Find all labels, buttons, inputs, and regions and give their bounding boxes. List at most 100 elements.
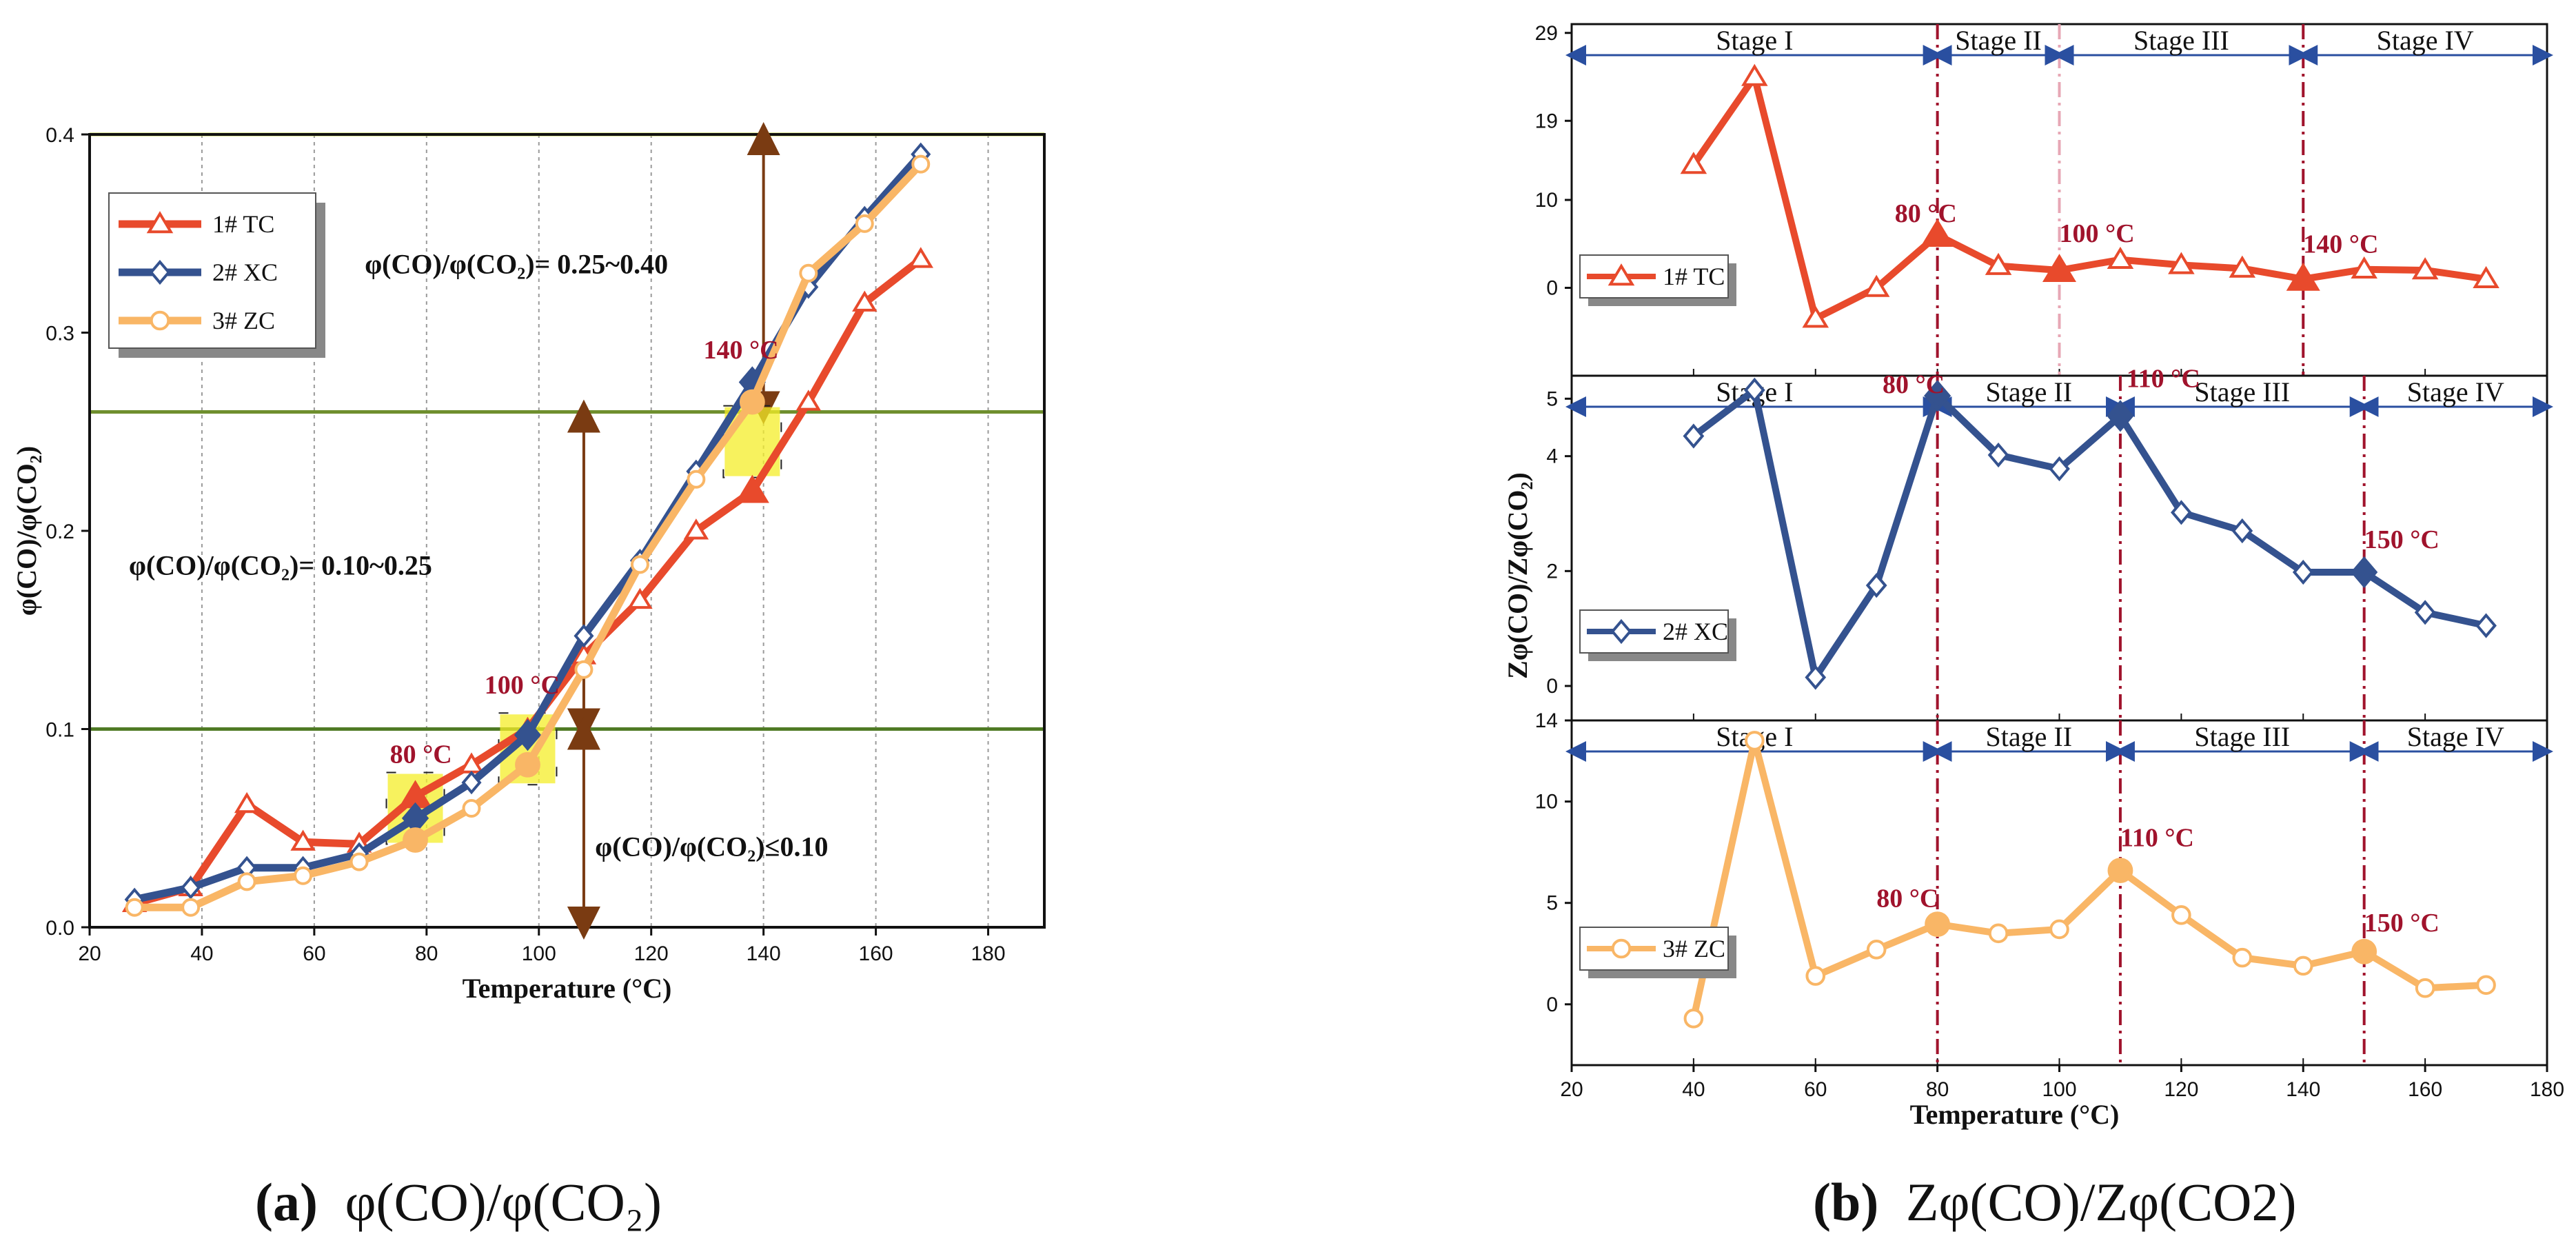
x-tick-label: 80 bbox=[1926, 1078, 1949, 1101]
data-point bbox=[462, 799, 481, 818]
data-point bbox=[2293, 956, 2313, 976]
series-line bbox=[1690, 73, 2487, 323]
data-point bbox=[181, 898, 201, 917]
temp-annotation: 80 °C bbox=[1876, 885, 1938, 913]
x-tick-label: 180 bbox=[971, 942, 1005, 965]
stage-label: Stage III bbox=[2194, 376, 2290, 407]
legend-label: 2# XC bbox=[1663, 618, 1728, 645]
data-point bbox=[683, 518, 709, 540]
data-point bbox=[795, 390, 822, 411]
x-tick-label: 100 bbox=[522, 942, 556, 965]
data-point bbox=[627, 587, 653, 609]
data-point bbox=[1802, 305, 1829, 328]
y-axis-label: Zφ(CO)/Zφ(CO₂) bbox=[1502, 472, 1533, 679]
caption-a: (a) φ(CO)/φ(CO₂) bbox=[255, 1172, 662, 1232]
x-tick-label: 120 bbox=[634, 942, 669, 965]
data-point bbox=[2351, 938, 2377, 964]
temp-annotation: 110 °C bbox=[2120, 823, 2194, 852]
data-point bbox=[574, 624, 594, 648]
y-tick-label: 0.3 bbox=[45, 323, 74, 345]
temp-annotation: 100 °C bbox=[2060, 219, 2135, 248]
data-point bbox=[1925, 911, 1951, 937]
temp-annotation: 140 °C bbox=[2303, 230, 2378, 259]
legend-label: 2# XC bbox=[212, 259, 278, 286]
data-point bbox=[514, 719, 542, 751]
data-point bbox=[574, 660, 594, 679]
data-point bbox=[2231, 518, 2253, 544]
y-tick-label: 0.0 bbox=[45, 917, 74, 940]
data-point bbox=[2411, 257, 2439, 280]
legend-marker bbox=[1608, 263, 1635, 286]
temp-annotation: 80 °C bbox=[1895, 199, 1957, 228]
data-point bbox=[630, 555, 649, 574]
chart-b: 0 10 19 29 Stage I Stage II Stage III Stage IV 8… bbox=[1502, 22, 2564, 1130]
data-point bbox=[2286, 262, 2320, 291]
y-tick-label: 19 bbox=[1535, 110, 1558, 132]
stage-label: Stage II bbox=[1955, 25, 2042, 56]
y-tick-label: 0.1 bbox=[45, 719, 74, 742]
y-tick-label: 0.4 bbox=[45, 124, 74, 147]
x-tick-label: 140 bbox=[747, 942, 781, 965]
data-point bbox=[852, 290, 878, 312]
x-tick-label: 20 bbox=[1560, 1078, 1583, 1101]
x-tick-label: 100 bbox=[2042, 1078, 2076, 1101]
range-label: φ(CO)/φ(CO₂)= 0.25~0.40 bbox=[365, 248, 668, 279]
x-tick-label: 160 bbox=[2408, 1078, 2442, 1101]
data-point bbox=[2049, 919, 2069, 940]
legend-label: 1# TC bbox=[1663, 263, 1725, 290]
data-point bbox=[2168, 252, 2195, 274]
data-point bbox=[911, 154, 931, 174]
temp-annotation: 80 °C bbox=[390, 740, 452, 769]
temp-annotation: 150 °C bbox=[2364, 525, 2440, 554]
data-point bbox=[1987, 442, 2009, 468]
y-tick-label: 10 bbox=[1535, 189, 1558, 212]
y-tick-label: 4 bbox=[1546, 445, 1558, 468]
x-tick-label: 160 bbox=[859, 942, 893, 965]
caption-b: (b) Zφ(CO)/Zφ(CO2) bbox=[1813, 1172, 2296, 1232]
temp-annotation: 150 °C bbox=[2364, 909, 2440, 938]
legend-marker bbox=[1610, 618, 1632, 645]
x-tick-label: 20 bbox=[78, 942, 101, 965]
caption-b-prefix: (b) bbox=[1813, 1172, 1878, 1232]
data-point bbox=[735, 474, 769, 503]
temp-annotation: 80 °C bbox=[1883, 370, 1945, 399]
data-point bbox=[461, 771, 482, 795]
data-point bbox=[1988, 923, 2009, 944]
data-point bbox=[1866, 940, 1887, 960]
data-point bbox=[294, 866, 313, 885]
temp-annotation: 110 °C bbox=[2127, 365, 2200, 394]
range-label: φ(CO)/φ(CO₂)= 0.10~0.25 bbox=[129, 549, 432, 580]
data-point bbox=[2049, 456, 2070, 482]
data-point bbox=[2292, 559, 2314, 585]
data-point bbox=[908, 247, 933, 268]
data-point bbox=[1745, 731, 1765, 751]
x-tick-label: 180 bbox=[2530, 1078, 2564, 1101]
y-axis-label: φ(CO)/φ(CO₂) bbox=[11, 446, 42, 616]
data-point bbox=[515, 751, 540, 778]
stage-label: Stage III bbox=[2133, 25, 2229, 56]
x-axis-label: Temperature (°C) bbox=[1910, 1099, 2120, 1130]
legend-marker bbox=[146, 211, 174, 234]
x-tick-label: 140 bbox=[2286, 1078, 2320, 1101]
data-point bbox=[181, 876, 201, 900]
data-point bbox=[2232, 947, 2253, 968]
data-point bbox=[2414, 600, 2436, 625]
legend-label: 3# ZC bbox=[1663, 935, 1725, 962]
data-point bbox=[1805, 665, 1827, 690]
legend-marker bbox=[1611, 938, 1632, 959]
data-point bbox=[855, 214, 874, 233]
x-axis-label: Temperature (°C) bbox=[463, 973, 672, 1004]
temp-annotation: 140 °C bbox=[703, 336, 778, 365]
data-point bbox=[2107, 400, 2134, 432]
data-point bbox=[2107, 858, 2133, 884]
data-point bbox=[2351, 556, 2378, 589]
data-point bbox=[1865, 573, 1887, 598]
legend-label: 1# TC bbox=[212, 210, 274, 238]
data-point bbox=[687, 469, 706, 489]
caption-b-text: Zφ(CO)/Zφ(CO2) bbox=[1906, 1172, 2297, 1232]
data-point bbox=[2415, 978, 2435, 998]
x-tick-label: 40 bbox=[190, 942, 213, 965]
data-point bbox=[2107, 246, 2134, 269]
